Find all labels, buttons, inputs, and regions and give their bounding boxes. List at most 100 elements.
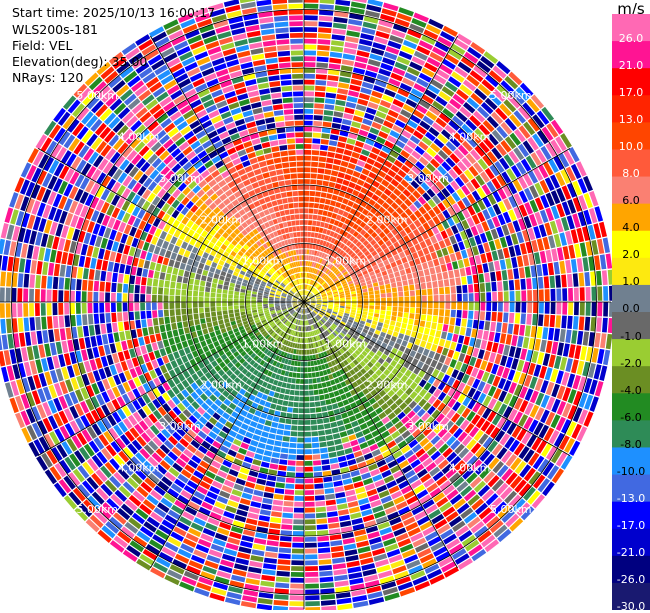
velocity-gate <box>381 306 386 310</box>
velocity-gate <box>314 396 319 401</box>
velocity-gate <box>90 258 97 269</box>
velocity-gate <box>492 292 497 301</box>
velocity-gate <box>252 307 257 310</box>
velocity-gate <box>347 459 356 466</box>
velocity-gate <box>146 294 151 302</box>
velocity-gate <box>337 401 344 407</box>
velocity-gate <box>311 420 317 425</box>
velocity-gate <box>315 366 319 371</box>
velocity-gate <box>305 560 318 565</box>
velocity-gate <box>313 121 322 126</box>
velocity-gate <box>288 401 294 406</box>
velocity-gate <box>519 267 525 278</box>
velocity-gate <box>250 440 258 447</box>
velocity-gate <box>321 594 336 600</box>
velocity-gate <box>66 266 72 278</box>
velocity-gate <box>352 445 361 452</box>
velocity-gate <box>404 335 410 342</box>
velocity-gate <box>290 595 304 600</box>
velocity-gate <box>350 157 358 164</box>
velocity-gate <box>267 415 274 421</box>
velocity-gate <box>502 323 508 333</box>
velocity-gate <box>407 273 413 279</box>
velocity-gate <box>451 286 456 294</box>
velocity-gate <box>335 581 349 588</box>
velocity-gate <box>351 79 363 86</box>
velocity-gate <box>252 416 260 423</box>
velocity-gate <box>500 333 506 343</box>
velocity-gate <box>563 343 570 356</box>
velocity-gate <box>276 477 285 483</box>
velocity-gate <box>427 309 432 315</box>
velocity-gate <box>41 303 46 316</box>
velocity-gate <box>82 303 87 314</box>
velocity-gate <box>58 303 63 315</box>
velocity-gate <box>305 566 318 571</box>
velocity-gate <box>332 403 338 409</box>
velocity-gate <box>439 339 446 347</box>
velocity-gate <box>318 389 323 394</box>
velocity-gate <box>313 460 321 465</box>
velocity-gate <box>347 429 355 436</box>
velocity-gate <box>462 310 467 318</box>
velocity-gate <box>246 293 251 296</box>
velocity-gate <box>275 488 285 494</box>
velocity-gate <box>296 473 305 478</box>
velocity-gate <box>23 289 28 303</box>
velocity-gate <box>199 291 204 296</box>
velocity-gate <box>407 324 413 330</box>
velocity-gate <box>291 425 297 430</box>
velocity-gate <box>403 286 408 292</box>
velocity-gate <box>304 91 314 96</box>
velocity-gate <box>418 270 424 277</box>
velocity-gate <box>425 321 431 328</box>
velocity-gate <box>348 163 356 170</box>
velocity-gate <box>199 286 204 292</box>
velocity-gate <box>193 297 198 302</box>
velocity-gate <box>41 317 47 330</box>
velocity-gate <box>503 281 508 291</box>
velocity-gate <box>313 133 321 138</box>
velocity-gate <box>304 68 315 73</box>
velocity-gate <box>47 290 52 302</box>
velocity-gate <box>536 265 542 277</box>
velocity-gate <box>600 254 607 269</box>
velocity-gate <box>259 437 267 444</box>
velocity-gate <box>288 460 296 465</box>
velocity-gate <box>284 425 291 430</box>
velocity-gate <box>309 390 314 395</box>
velocity-gate <box>194 279 200 285</box>
velocity-gate <box>30 317 36 330</box>
velocity-gate <box>146 303 151 311</box>
velocity-gate <box>304 39 317 44</box>
velocity-gate <box>0 287 5 302</box>
velocity-gate <box>56 342 63 355</box>
velocity-gate <box>334 439 342 445</box>
velocity-gate <box>82 291 87 302</box>
velocity-gate <box>486 302 491 311</box>
velocity-gate <box>428 260 434 268</box>
velocity-gate <box>534 339 541 351</box>
velocity-gate <box>286 383 291 388</box>
velocity-gate <box>50 343 57 356</box>
velocity-gate <box>451 294 456 301</box>
velocity-gate <box>17 303 22 317</box>
velocity-gate <box>374 313 379 317</box>
velocity-gate <box>235 313 240 317</box>
velocity-gate <box>538 277 544 289</box>
velocity-gate <box>335 492 345 498</box>
velocity-gate <box>304 156 311 161</box>
velocity-gate <box>304 203 309 208</box>
velocity-gate <box>19 258 25 272</box>
velocity-gate <box>179 349 186 357</box>
velocity-gate <box>306 338 308 343</box>
velocity-gate <box>329 416 336 422</box>
velocity-gate <box>106 272 112 282</box>
velocity-gate <box>169 296 174 303</box>
velocity-gate <box>304 197 309 202</box>
velocity-gate <box>261 431 269 437</box>
velocity-gate <box>269 464 278 470</box>
velocity-gate <box>84 257 91 268</box>
velocity-gate <box>305 484 314 489</box>
velocity-gate <box>551 289 556 301</box>
